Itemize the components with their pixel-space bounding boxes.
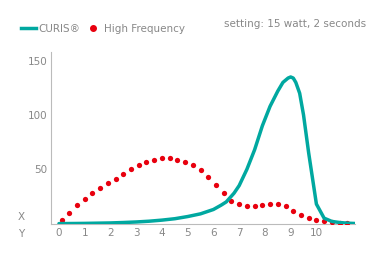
Text: Y: Y — [18, 229, 24, 239]
Text: setting: 15 watt, 2 seconds: setting: 15 watt, 2 seconds — [224, 20, 366, 29]
Text: X: X — [17, 212, 25, 222]
Legend: CURIS®, High Frequency: CURIS®, High Frequency — [17, 20, 189, 38]
